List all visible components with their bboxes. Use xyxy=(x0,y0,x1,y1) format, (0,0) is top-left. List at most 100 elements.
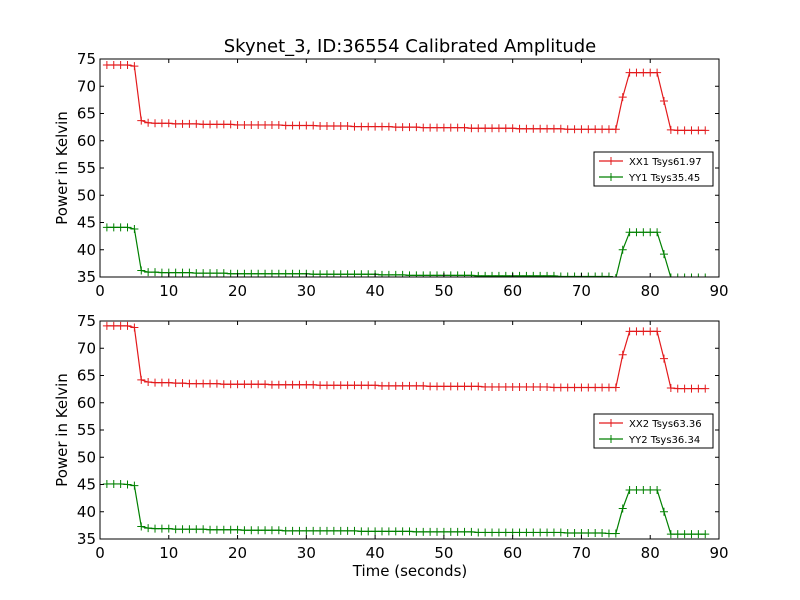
data-point-marker xyxy=(501,382,510,391)
data-point-marker xyxy=(549,383,558,392)
data-point-marker xyxy=(364,122,373,131)
data-point-marker xyxy=(563,383,572,392)
data-point-marker xyxy=(384,270,393,277)
data-point-marker xyxy=(343,122,352,131)
data-point-marker xyxy=(171,525,180,534)
data-point-marker xyxy=(433,271,442,277)
data-point-marker xyxy=(212,379,221,388)
top-plot-panel: 0 10 20 30 40 50 60 70 80 90 35 40 45 50 55 60 65 70 75 XX1… xyxy=(77,50,729,300)
data-point-marker xyxy=(295,380,304,389)
data-point-marker xyxy=(467,271,476,277)
data-point-marker xyxy=(673,530,682,539)
data-point-marker xyxy=(639,485,648,494)
data-point-marker xyxy=(549,124,558,133)
data-point-marker xyxy=(522,124,531,133)
data-point-marker xyxy=(288,526,297,535)
data-point-marker xyxy=(316,381,325,390)
data-point-marker xyxy=(563,529,572,538)
data-point-marker xyxy=(543,124,552,133)
data-point-marker xyxy=(206,120,215,129)
data-point-marker xyxy=(281,269,290,277)
data-point-marker xyxy=(364,381,373,390)
data-point-marker xyxy=(680,126,689,135)
data-point-marker xyxy=(556,383,565,392)
data-point-marker xyxy=(171,268,180,277)
data-point-marker xyxy=(611,125,620,134)
data-point-marker xyxy=(570,125,579,134)
data-point-marker xyxy=(226,120,235,129)
data-point-marker xyxy=(474,271,483,277)
x-tick-label: 60 xyxy=(503,544,522,562)
x-tick-label: 30 xyxy=(297,544,316,562)
data-point-marker xyxy=(116,60,125,69)
data-point-marker xyxy=(123,223,132,232)
data-point-marker xyxy=(604,272,613,277)
data-point-marker xyxy=(598,125,607,134)
data-point-marker xyxy=(488,382,497,391)
data-point-marker xyxy=(439,123,448,132)
legend-box xyxy=(593,413,714,449)
data-point-marker xyxy=(206,269,215,277)
data-point-marker xyxy=(178,119,187,128)
data-point-marker xyxy=(632,485,641,494)
data-point-marker xyxy=(694,530,703,539)
x-tick-label: 20 xyxy=(228,282,247,300)
data-point-marker xyxy=(659,507,668,516)
data-point-marker xyxy=(646,327,655,336)
data-point-marker xyxy=(426,123,435,132)
data-point-marker xyxy=(570,529,579,538)
data-point-marker xyxy=(109,479,118,488)
data-point-marker xyxy=(254,120,263,129)
data-point-marker xyxy=(591,383,600,392)
data-point-marker xyxy=(439,527,448,536)
data-point-marker xyxy=(701,530,710,539)
data-point-marker xyxy=(281,121,290,130)
data-point-marker xyxy=(618,504,627,513)
data-point-marker xyxy=(563,272,572,277)
data-point-marker xyxy=(261,269,270,277)
legend-marker xyxy=(607,419,615,427)
data-point-marker xyxy=(281,380,290,389)
data-point-marker xyxy=(171,119,180,128)
data-point-marker xyxy=(508,382,517,391)
data-point-marker xyxy=(598,383,607,392)
data-point-marker xyxy=(109,60,118,69)
data-point-marker xyxy=(529,382,538,391)
data-point-marker xyxy=(453,123,462,132)
y-tick-label: 60 xyxy=(77,394,96,412)
data-point-marker xyxy=(116,321,125,330)
data-point-marker xyxy=(536,124,545,133)
data-point-marker xyxy=(687,384,696,393)
data-point-marker xyxy=(488,528,497,537)
data-point-marker xyxy=(591,125,600,134)
x-tick-label: 50 xyxy=(434,544,453,562)
data-point-marker xyxy=(137,375,146,384)
data-point-marker xyxy=(515,528,524,537)
data-point-marker xyxy=(240,120,249,129)
data-point-marker xyxy=(666,125,675,134)
y-tick-label: 50 xyxy=(77,186,96,204)
data-point-marker xyxy=(116,479,125,488)
data-point-marker xyxy=(474,124,483,133)
data-point-marker xyxy=(329,526,338,535)
data-point-marker xyxy=(288,121,297,130)
data-point-marker xyxy=(206,525,215,534)
data-point-marker xyxy=(680,530,689,539)
y-tick-label: 55 xyxy=(77,421,96,439)
data-point-marker xyxy=(206,379,215,388)
legend-label-2: YY2 Tsys36.34 xyxy=(628,435,700,446)
data-point-marker xyxy=(261,380,270,389)
data-point-marker xyxy=(460,527,469,536)
data-point-marker xyxy=(137,522,146,531)
data-point-marker xyxy=(659,96,668,105)
legend-label-2: YY1 Tsys35.45 xyxy=(628,173,700,184)
data-point-marker xyxy=(254,380,263,389)
data-point-marker xyxy=(144,118,153,127)
data-point-marker xyxy=(164,378,173,387)
data-point-marker xyxy=(522,271,531,277)
data-point-marker xyxy=(192,269,201,277)
data-point-marker xyxy=(144,378,153,387)
data-point-marker xyxy=(556,124,565,133)
data-point-marker xyxy=(515,124,524,133)
